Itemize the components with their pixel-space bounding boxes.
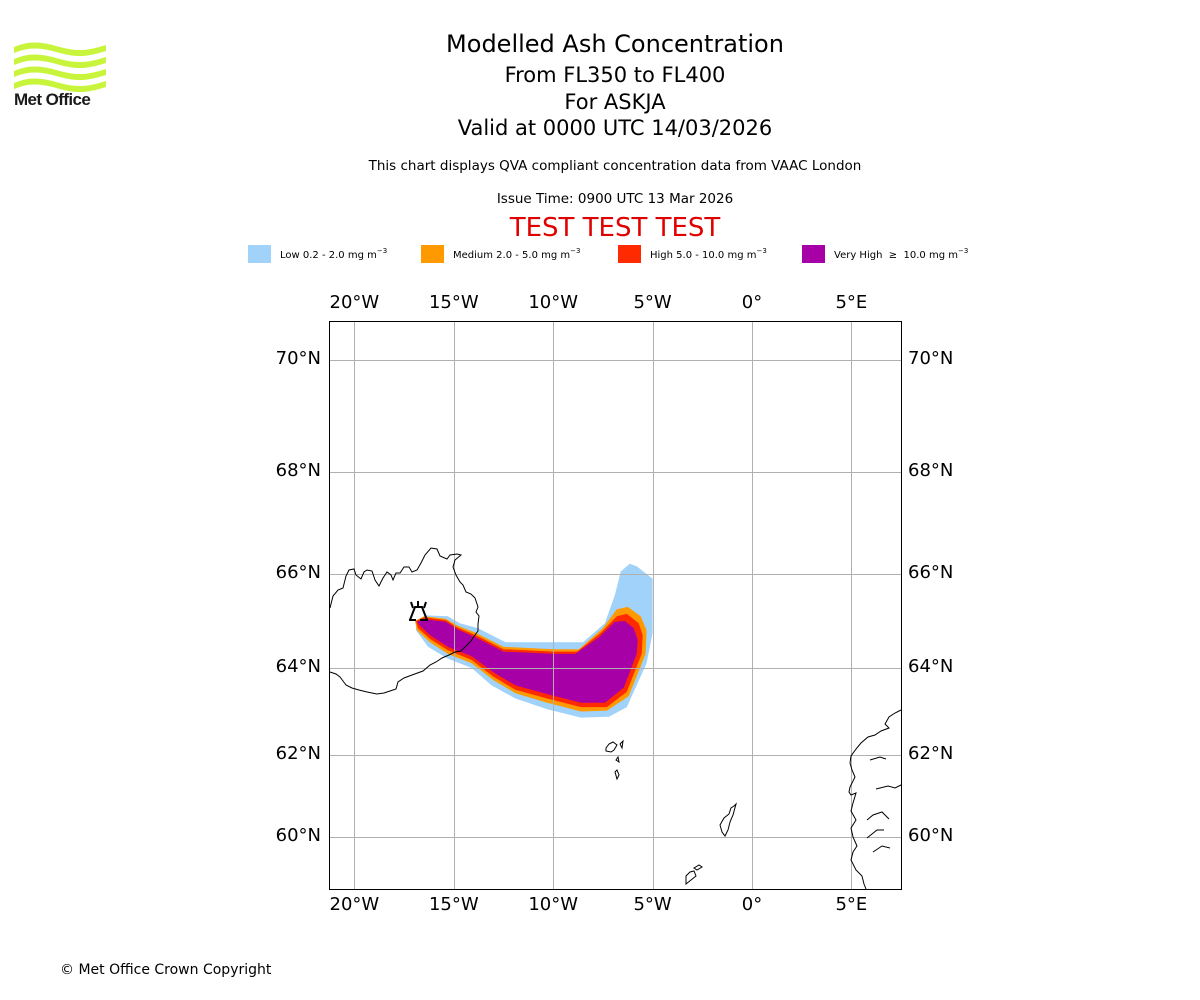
legend-label-medium: Medium 2.0 - 5.0 mg m−3 [453,247,581,261]
lon-tick-label-bottom: 20°W [329,894,380,915]
lat-tick-label-left: 60°N [275,825,321,846]
coastline-orkney [685,864,703,886]
lat-tick-label-right: 66°N [908,562,954,583]
lat-tick-label-right: 64°N [908,656,954,677]
lon-tick-label-bottom: 5°E [835,894,868,915]
legend-item-low: Low 0.2 - 2.0 mg m−3 [248,244,387,264]
lat-tick-label-right: 70°N [908,348,954,369]
flight-level-range: From FL350 to FL400 [504,63,726,87]
ash-plume-layer [415,563,653,718]
legend-item-high: High 5.0 - 10.0 mg m−3 [618,244,767,264]
coastline-shetland [719,802,737,837]
lon-tick-label-top: 0° [741,292,763,313]
legend-item-medium: Medium 2.0 - 5.0 mg m−3 [421,244,580,264]
legend-swatch-high [618,245,641,263]
chart-title: Modelled Ash Concentration [446,30,784,58]
copyright-notice: © Met Office Crown Copyright [60,962,272,978]
lon-tick-label-top: 20°W [329,292,380,313]
legend-label-very-high: Very High ≥ 10.0 mg m−3 [834,247,969,261]
lat-tick-label-left: 64°N [275,656,321,677]
met-office-logo-text: Met Office [14,90,91,109]
lon-tick-label-bottom: 15°W [428,894,479,915]
lat-tick-label-left: 70°N [275,348,321,369]
lon-tick-label-top: 10°W [528,292,579,313]
legend-item-very-high: Very High ≥ 10.0 mg m−3 [802,244,968,264]
valid-time: Valid at 0000 UTC 14/03/2026 [457,116,773,140]
issue-time: Issue Time: 0900 UTC 13 Mar 2026 [496,191,734,207]
volcano-name: For ASKJA [564,90,666,114]
lon-tick-label-top: 15°W [428,292,479,313]
volcano-icon [409,601,428,621]
lat-tick-label-right: 60°N [908,825,954,846]
legend-swatch-very-high [802,245,825,263]
graticule [329,321,902,890]
lon-tick-label-bottom: 5°W [633,894,672,915]
coastlines [329,547,902,890]
legend-swatch-medium [421,245,444,263]
coastline-iceland [329,547,480,695]
legend-swatch-low [248,245,271,263]
lon-tick-label-top: 5°E [835,292,868,313]
lat-tick-label-left: 66°N [275,562,321,583]
legend-label-low: Low 0.2 - 2.0 mg m−3 [280,247,388,261]
map-frame [329,321,902,890]
lat-tick-label-left: 62°N [275,743,321,764]
lon-tick-label-bottom: 10°W [528,894,579,915]
lon-tick-label-top: 5°W [633,292,672,313]
lat-tick-label-right: 62°N [908,743,954,764]
coastline-norway [848,709,902,890]
test-banner: TEST TEST TEST [509,213,721,243]
coastline-faroe [605,739,624,781]
lat-tick-label-right: 68°N [908,460,954,481]
lon-tick-label-bottom: 0° [741,894,763,915]
legend-label-high: High 5.0 - 10.0 mg m−3 [650,247,767,261]
met-office-logo-icon [14,42,106,93]
chart-subtitle: This chart displays QVA compliant concen… [368,158,862,174]
lat-tick-label-left: 68°N [275,460,321,481]
